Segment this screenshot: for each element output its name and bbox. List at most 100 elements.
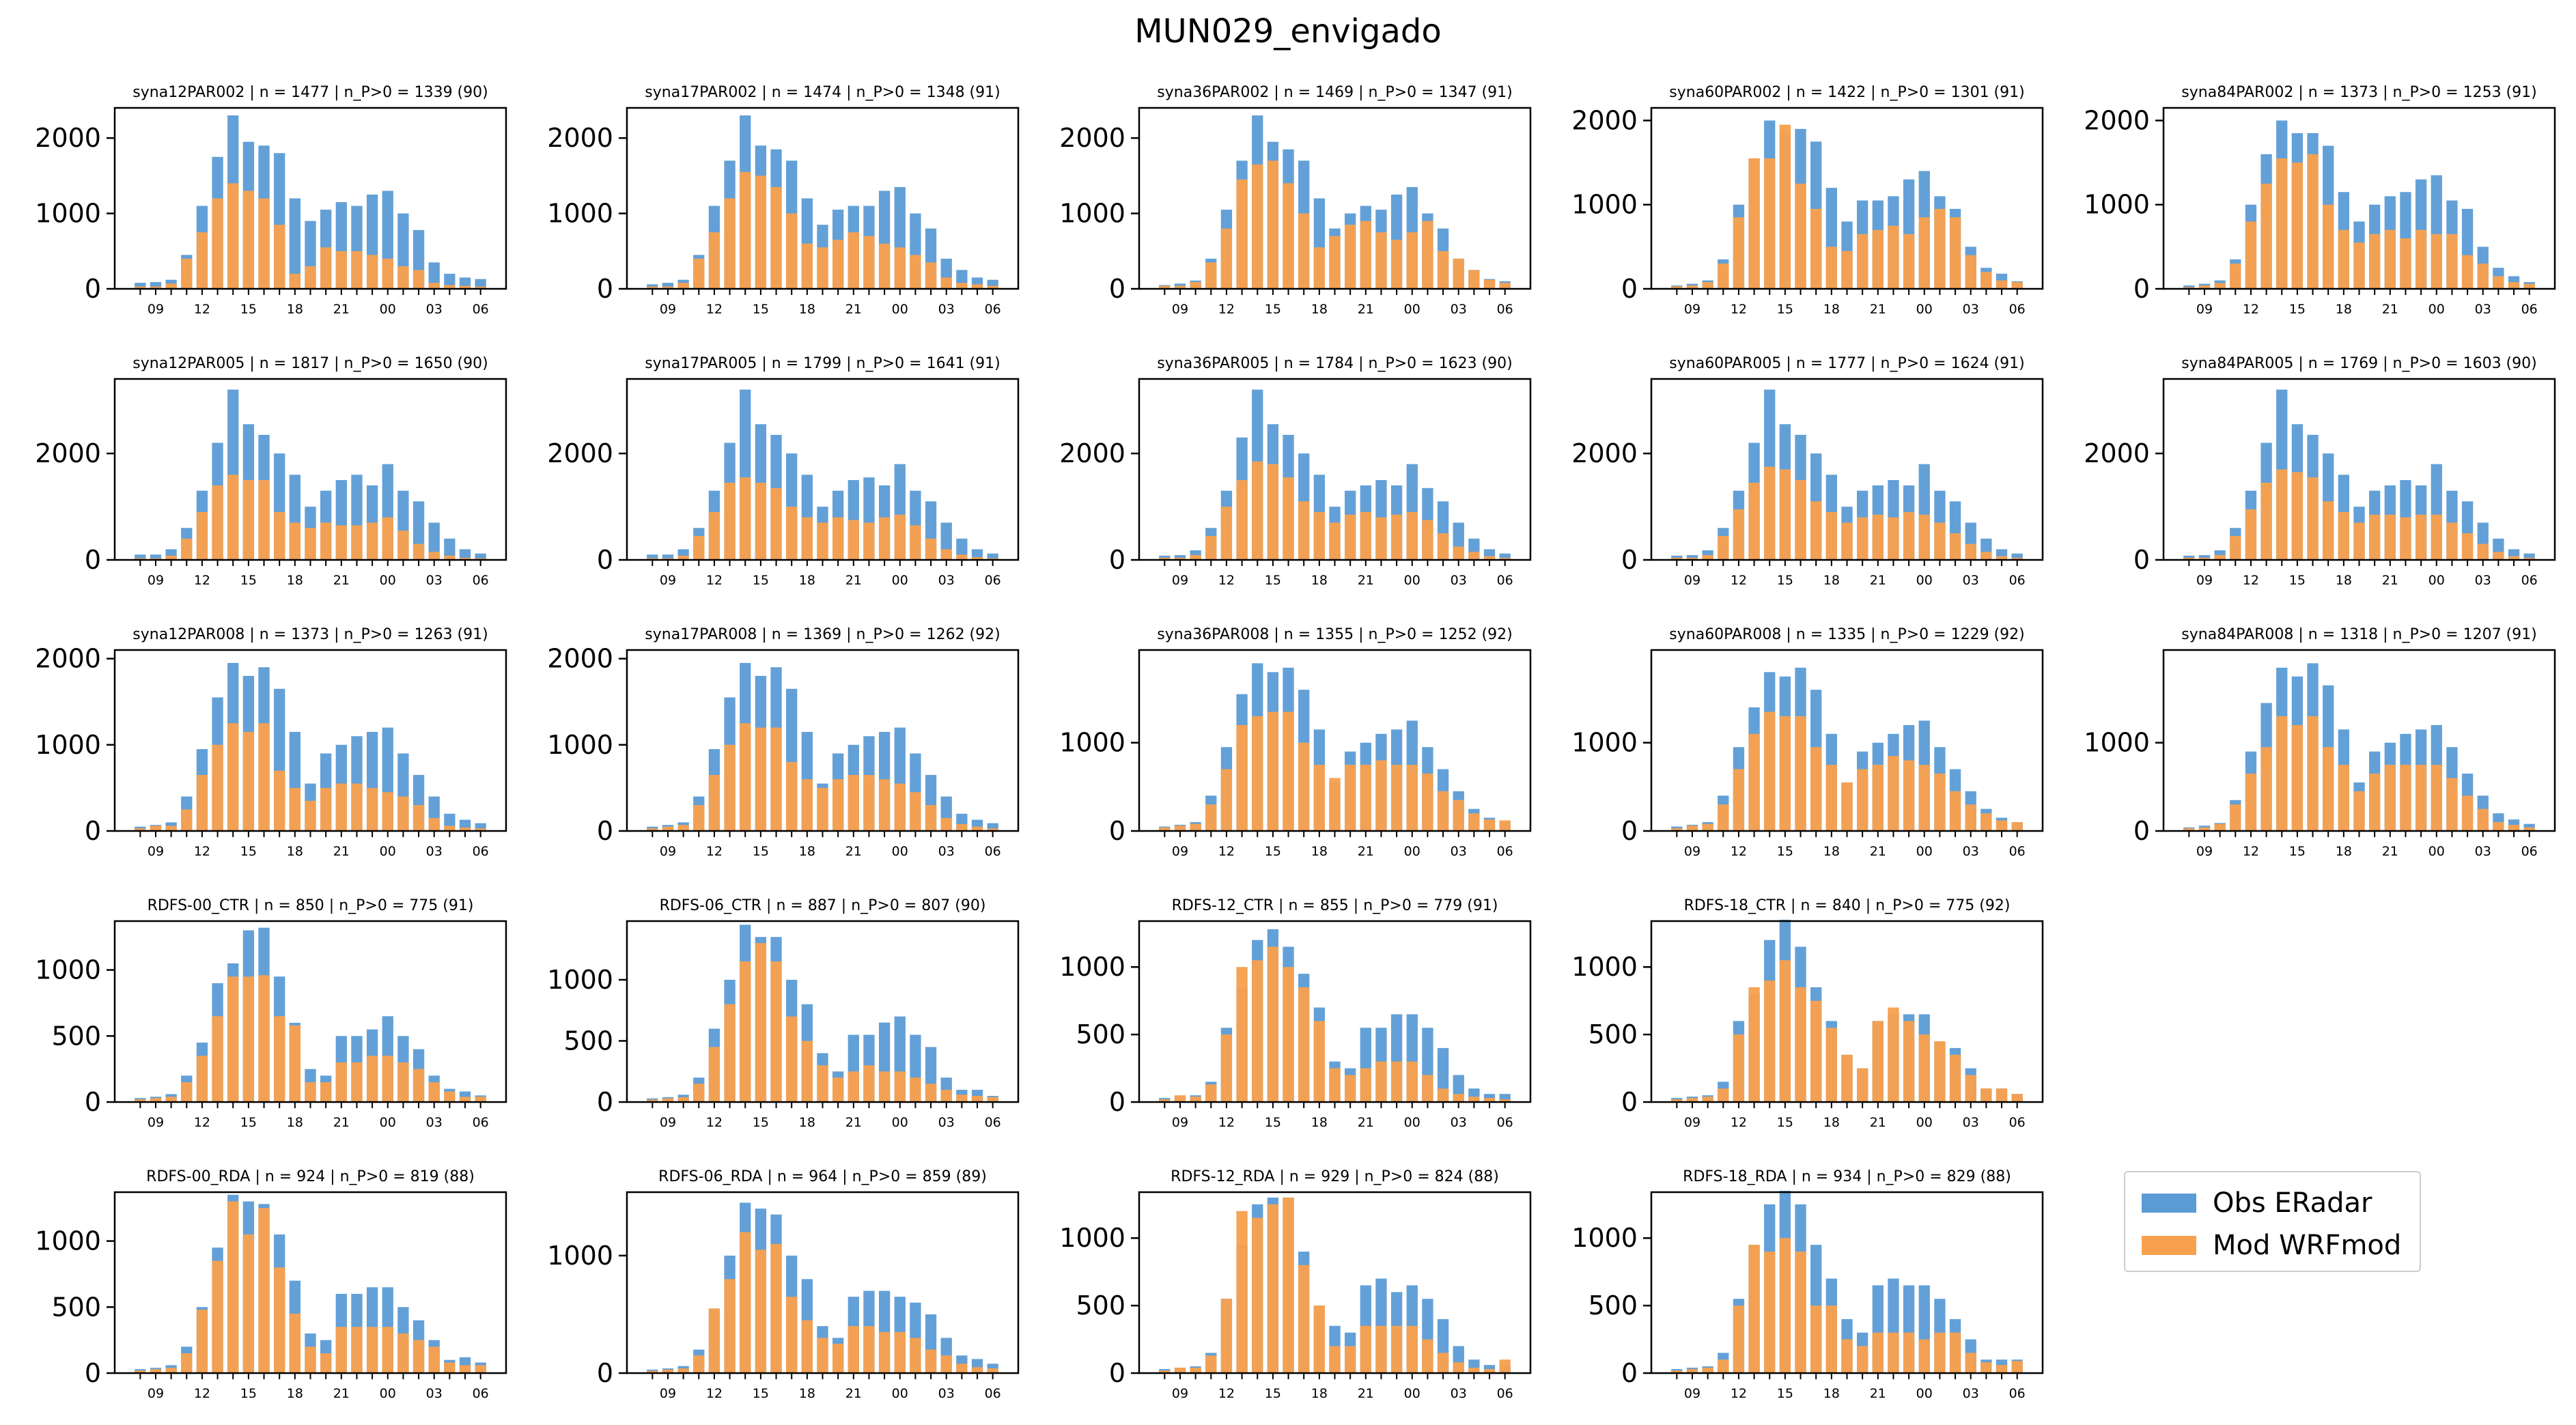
bar-mod <box>1236 1211 1248 1373</box>
bar-mod <box>724 1004 736 1102</box>
y-tick-label: 1000 <box>1059 1223 1125 1253</box>
bar-mod <box>1764 980 1776 1102</box>
x-tick-label: 15 <box>753 1386 769 1401</box>
bar-mod <box>1190 554 1201 560</box>
x-tick-label: 18 <box>1311 1386 1328 1401</box>
bar-mod <box>1764 711 1776 831</box>
bar-mod <box>242 191 255 289</box>
x-tick-label: 12 <box>706 1386 723 1401</box>
bar-mod <box>677 283 689 289</box>
y-tick-label: 0 <box>2133 545 2150 575</box>
y-tick-label: 500 <box>1076 1019 1125 1049</box>
x-tick-label: 15 <box>240 573 257 588</box>
bar-mod <box>1748 733 1760 831</box>
bar-mod <box>1159 827 1171 831</box>
bar-mod <box>428 1346 440 1373</box>
bar-mod <box>832 1077 844 1102</box>
bar-mod <box>274 511 285 560</box>
x-tick-label: 21 <box>1870 573 1886 588</box>
x-tick-label: 06 <box>985 844 1001 859</box>
x-tick-label: 15 <box>1777 1115 1793 1130</box>
bar-obs <box>662 554 674 560</box>
bar-mod <box>1252 164 1263 289</box>
bar-mod <box>894 247 906 289</box>
x-tick-label: 06 <box>2521 844 2538 859</box>
bar-mod <box>165 555 177 560</box>
bar-mod <box>817 1338 828 1373</box>
bar-obs <box>475 823 486 831</box>
bar-mod <box>1718 804 1729 831</box>
bar-mod <box>1748 1245 1760 1373</box>
bar-mod <box>832 779 844 831</box>
bar-mod <box>708 511 720 560</box>
x-tick-label: 00 <box>2428 844 2445 859</box>
chart-panel: syna84PAR005 | n = 1769 | n_P>0 = 1603 (… <box>2084 355 2556 588</box>
bar-mod <box>1190 823 1201 831</box>
legend-item-mod: Mod WRFmod <box>2142 1228 2401 1262</box>
bar-mod <box>770 488 782 560</box>
bar-mod <box>1236 179 1248 289</box>
bar-mod <box>227 723 239 831</box>
x-tick-label: 12 <box>1731 302 1747 317</box>
x-tick-label: 09 <box>660 1115 676 1130</box>
bar-mod <box>817 787 828 831</box>
bar-mod <box>1220 1034 1233 1102</box>
bar-mod <box>2477 544 2489 560</box>
bar-mod <box>1888 1332 1899 1373</box>
x-tick-label: 06 <box>473 844 489 859</box>
bar-mod <box>1174 285 1186 289</box>
bar-mod <box>1764 1252 1776 1373</box>
y-tick-label: 1000 <box>547 730 613 760</box>
bar-mod <box>1702 282 1713 289</box>
bar-mod <box>1483 1098 1496 1102</box>
x-tick-label: 09 <box>1684 573 1700 588</box>
bar-mod <box>475 1365 486 1373</box>
bar-mod <box>801 1320 813 1373</box>
bar-mod <box>1733 509 1745 560</box>
bar-mod <box>693 258 705 289</box>
bar-mod <box>2011 1094 2023 1102</box>
chart-panel: RDFS-00_CTR | n = 850 | n_P>0 = 775 (91)… <box>35 897 507 1130</box>
bar-mod <box>289 1313 301 1373</box>
y-tick-label: 0 <box>1109 545 1125 575</box>
x-tick-label: 00 <box>380 573 396 588</box>
bar-mod <box>242 976 255 1102</box>
x-tick-label: 21 <box>333 1115 350 1130</box>
bar-mod <box>1483 1369 1496 1373</box>
bar-mod <box>1825 246 1838 289</box>
x-tick-label: 03 <box>938 1115 955 1130</box>
bar-mod <box>258 975 270 1102</box>
bar-mod <box>335 1062 347 1102</box>
x-tick-label: 12 <box>706 844 723 859</box>
bar-mod <box>1934 773 1946 831</box>
y-tick-label: 1000 <box>35 199 101 229</box>
bar-mod <box>925 1349 937 1373</box>
bar-mod <box>1406 1061 1418 1102</box>
bar-mod <box>382 792 393 831</box>
x-tick-label: 06 <box>473 302 489 317</box>
legend-swatch-mod <box>2142 1236 2196 1255</box>
bar-obs <box>971 549 983 560</box>
panel-title: RDFS-06_RDA | n = 964 | n_P>0 = 859 (89) <box>658 1168 987 1185</box>
bar-mod <box>1702 554 1713 560</box>
bar-mod <box>801 243 813 289</box>
bar-mod <box>459 1365 471 1373</box>
x-tick-label: 00 <box>892 573 908 588</box>
x-tick-label: 09 <box>660 844 676 859</box>
bar-mod <box>1283 477 1294 560</box>
bar-mod <box>770 727 782 831</box>
bar-mod <box>2508 282 2520 289</box>
bar-mod <box>2461 533 2474 560</box>
bar-mod <box>459 285 471 289</box>
bar-mod <box>894 1331 906 1373</box>
x-tick-label: 12 <box>194 1115 210 1130</box>
y-tick-label: 1000 <box>1059 952 1125 982</box>
x-tick-label: 09 <box>2196 302 2213 317</box>
bar-mod <box>2276 158 2288 289</box>
bar-mod <box>1205 1355 1217 1373</box>
x-tick-label: 18 <box>2336 302 2352 317</box>
x-tick-label: 09 <box>1684 844 1700 859</box>
x-tick-label: 09 <box>660 573 676 588</box>
bar-mod <box>863 236 875 289</box>
bar-mod <box>770 961 782 1102</box>
